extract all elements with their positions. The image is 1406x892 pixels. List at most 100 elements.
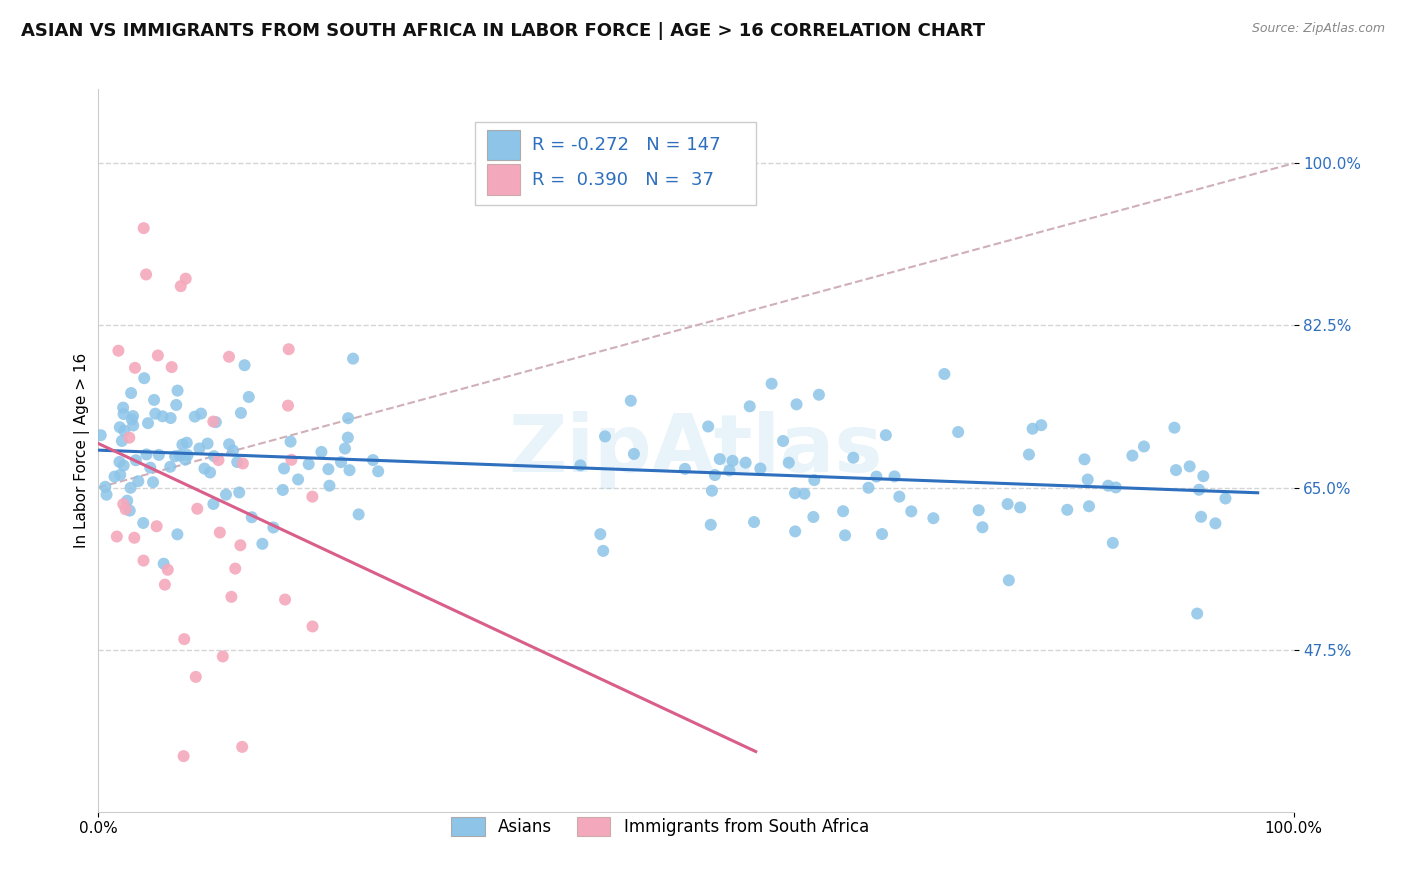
- Point: [1133, 440, 1156, 454]
- Point: [778, 456, 800, 470]
- Point: [108, 420, 131, 434]
- Point: [997, 497, 1019, 511]
- Point: [143, 392, 166, 407]
- Point: [146, 349, 169, 363]
- Point: [165, 398, 187, 412]
- Point: [132, 553, 155, 567]
- Point: [135, 268, 157, 282]
- Point: [238, 390, 260, 404]
- Point: [900, 504, 922, 518]
- Point: [1178, 459, 1201, 474]
- Point: [135, 447, 157, 461]
- Point: [858, 481, 880, 495]
- Point: [202, 415, 225, 429]
- Point: [202, 449, 225, 463]
- Point: [1105, 480, 1128, 494]
- Point: [1163, 420, 1185, 434]
- Point: [592, 544, 614, 558]
- Legend: Asians, Immigrants from South Africa: Asians, Immigrants from South Africa: [444, 811, 876, 843]
- Point: [1188, 483, 1211, 497]
- Point: [218, 350, 240, 364]
- Point: [122, 409, 145, 423]
- Point: [114, 502, 136, 516]
- Point: [198, 466, 221, 480]
- Point: [262, 520, 284, 534]
- Point: [274, 592, 297, 607]
- Point: [793, 486, 815, 500]
- Point: [801, 510, 824, 524]
- Point: [184, 409, 207, 424]
- Point: [228, 485, 250, 500]
- Point: [318, 462, 340, 476]
- Point: [361, 453, 384, 467]
- Point: [865, 469, 887, 483]
- Point: [700, 517, 723, 532]
- Point: [145, 519, 167, 533]
- Point: [749, 461, 772, 475]
- Point: [240, 510, 263, 524]
- Point: [280, 434, 302, 449]
- Point: [174, 271, 197, 285]
- Point: [742, 515, 765, 529]
- Point: [834, 528, 856, 542]
- Point: [174, 452, 197, 467]
- Point: [226, 455, 249, 469]
- Point: [173, 632, 195, 647]
- Point: [889, 490, 911, 504]
- Y-axis label: In Labor Force | Age > 16: In Labor Force | Age > 16: [75, 353, 90, 548]
- Point: [620, 393, 643, 408]
- Point: [301, 490, 323, 504]
- Point: [718, 463, 741, 477]
- Point: [336, 431, 359, 445]
- Point: [120, 481, 142, 495]
- Point: [166, 384, 188, 398]
- Point: [972, 520, 994, 534]
- Point: [110, 467, 132, 482]
- Point: [172, 437, 194, 451]
- Point: [1073, 452, 1095, 467]
- Point: [318, 478, 340, 492]
- Point: [159, 459, 181, 474]
- Point: [803, 473, 825, 487]
- Point: [108, 455, 131, 469]
- Point: [115, 493, 138, 508]
- Point: [1189, 509, 1212, 524]
- Bar: [486, 129, 520, 160]
- Point: [842, 450, 865, 465]
- Point: [593, 429, 616, 443]
- Point: [1031, 418, 1053, 433]
- Point: [118, 503, 141, 517]
- Point: [152, 557, 174, 571]
- Point: [367, 464, 389, 478]
- Point: [148, 448, 170, 462]
- FancyBboxPatch shape: [475, 121, 756, 205]
- Point: [1101, 536, 1123, 550]
- Point: [1164, 463, 1187, 477]
- Point: [703, 468, 725, 483]
- Point: [211, 649, 233, 664]
- Point: [772, 434, 794, 448]
- Point: [709, 452, 731, 467]
- Point: [208, 525, 231, 540]
- Point: [143, 407, 166, 421]
- Point: [107, 343, 129, 358]
- Point: [342, 351, 364, 366]
- Point: [233, 358, 256, 372]
- Point: [761, 376, 783, 391]
- Point: [176, 435, 198, 450]
- Point: [112, 401, 135, 415]
- Point: [193, 461, 215, 475]
- Text: R = -0.272   N = 147: R = -0.272 N = 147: [533, 136, 721, 153]
- Point: [1056, 503, 1078, 517]
- Point: [1077, 473, 1099, 487]
- Point: [165, 449, 187, 463]
- Point: [1078, 500, 1101, 514]
- Point: [132, 221, 155, 235]
- Point: [229, 406, 252, 420]
- Point: [125, 453, 148, 467]
- Point: [224, 561, 246, 575]
- Text: ZipAtlas: ZipAtlas: [509, 411, 883, 490]
- Point: [142, 475, 165, 490]
- Point: [875, 428, 897, 442]
- Point: [1021, 422, 1043, 436]
